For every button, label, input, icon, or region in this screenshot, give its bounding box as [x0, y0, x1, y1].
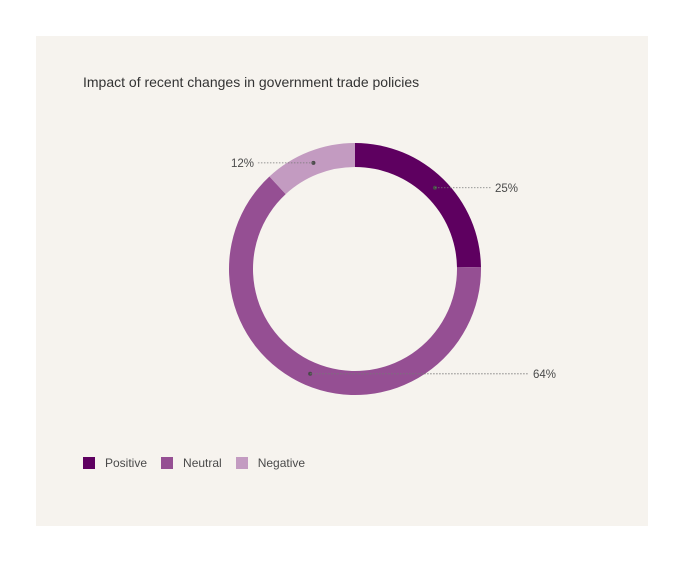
donut-slice-negative	[269, 143, 355, 195]
legend-label-positive: Positive	[105, 456, 148, 470]
chart-title: Impact of recent changes in government t…	[83, 74, 420, 90]
legend-label-negative: Negative	[257, 456, 306, 470]
chart-card: Impact of recent changes in government t…	[36, 36, 648, 526]
legend-label-neutral: Neutral	[183, 456, 222, 470]
data-label-positive: 25%	[495, 183, 518, 195]
legend-item-neutral: Neutral	[161, 456, 222, 470]
legend-item-negative: Negative	[235, 456, 306, 470]
legend-swatch-negative	[235, 457, 248, 469]
data-label-neutral: 64%	[533, 369, 556, 381]
donut-slice-positive	[355, 143, 481, 268]
donut-slice-neutral	[228, 176, 481, 395]
legend-item-positive: Positive	[83, 456, 147, 470]
donut-chart: 25% 64% 12%	[228, 143, 556, 395]
data-label-negative: 12%	[231, 158, 254, 170]
legend: Positive Neutral Negative	[83, 456, 319, 470]
legend-swatch-neutral	[161, 457, 174, 469]
legend-swatch-positive	[83, 457, 95, 469]
